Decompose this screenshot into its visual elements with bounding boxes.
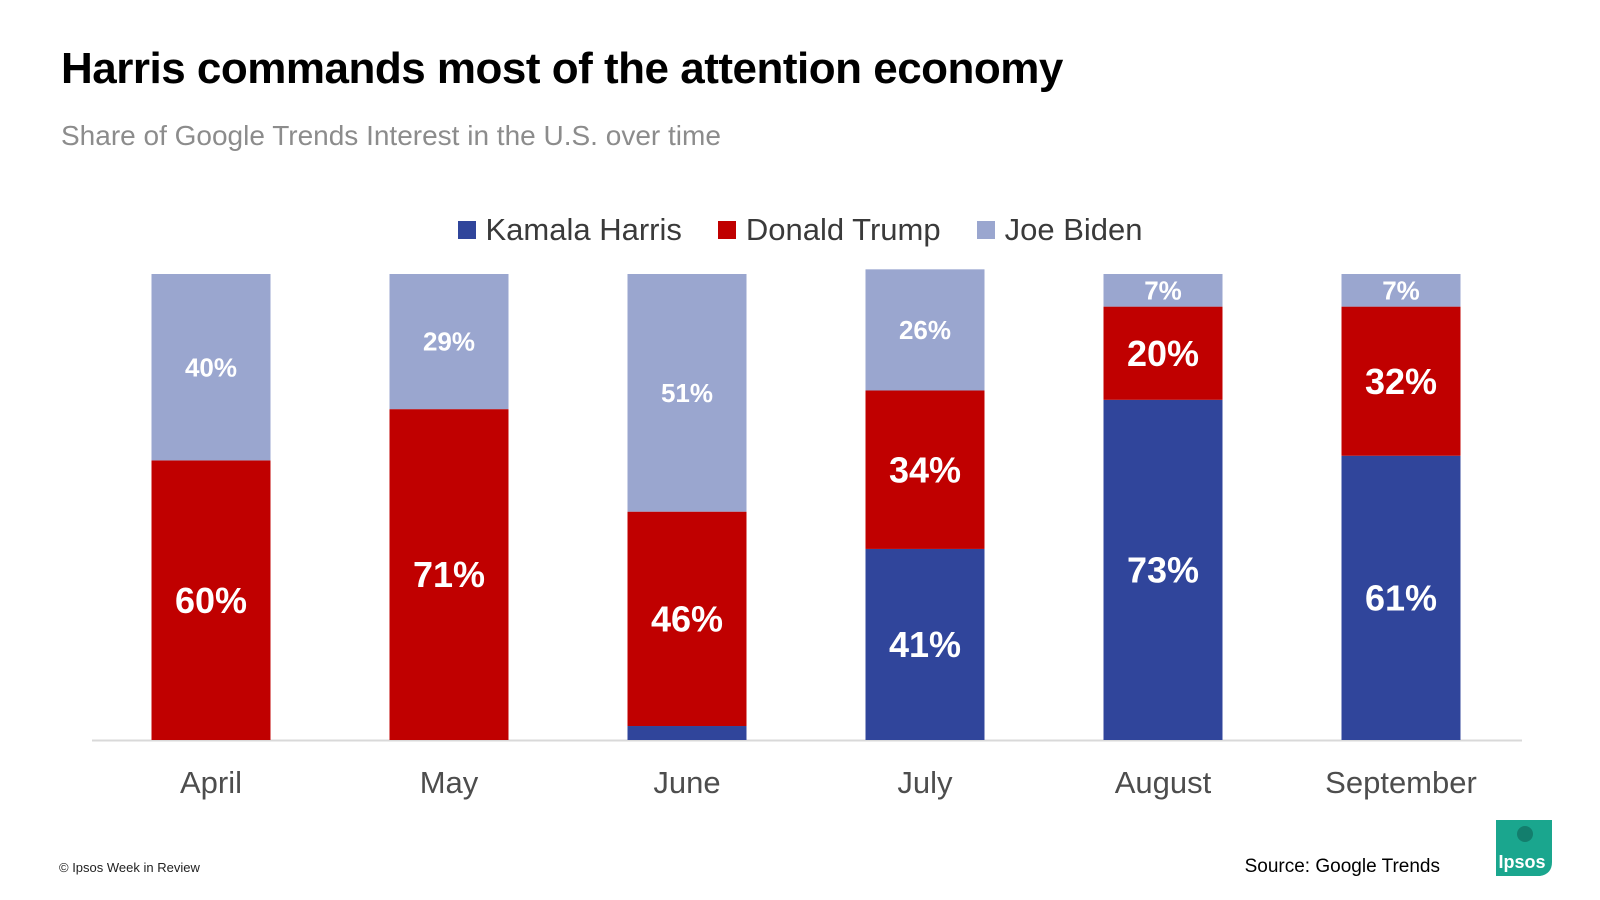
bar-segment-biden-august — [1103, 274, 1223, 307]
data-label-biden-september: 7% — [1382, 275, 1420, 305]
data-label-trump-april: 60% — [175, 580, 247, 621]
bar-segment-harris-june — [627, 726, 747, 740]
bar-segment-trump-april — [151, 460, 271, 740]
bar-segment-harris-july — [865, 548, 985, 740]
legend-swatch-biden — [976, 221, 995, 239]
data-label-biden-august: 7% — [1144, 275, 1182, 305]
bar-segment-biden-july — [865, 269, 985, 391]
data-label-trump-august: 20% — [1127, 333, 1199, 374]
data-label-biden-april: 40% — [185, 352, 237, 382]
bar-segment-trump-august — [1103, 306, 1223, 400]
legend-swatch-trump — [717, 221, 736, 239]
chart-title: Harris commands most of the attention ec… — [61, 44, 1063, 93]
x-tick-label-july: July — [897, 765, 953, 800]
legend-label-harris: Kamala Harris — [485, 212, 682, 247]
bar-segment-biden-april — [151, 274, 271, 461]
data-label-trump-june: 46% — [651, 598, 723, 639]
legend-label-trump: Donald Trump — [745, 212, 941, 247]
data-label-harris-july: 41% — [889, 624, 961, 665]
bar-segment-trump-june — [627, 511, 747, 727]
bar-segment-harris-august — [1103, 399, 1223, 740]
bar-segment-trump-september — [1341, 306, 1461, 456]
source-text: Source: Google Trends — [1244, 856, 1440, 877]
data-label-trump-may: 71% — [413, 554, 485, 595]
data-label-harris-september: 61% — [1365, 577, 1437, 618]
data-label-harris-august: 73% — [1127, 550, 1199, 591]
legend-item-harris: Kamala Harris — [457, 212, 682, 248]
ipsos-logo: Ipsos — [1496, 820, 1552, 876]
bar-segment-trump-may — [389, 409, 509, 740]
x-tick-label-september: September — [1325, 765, 1477, 800]
copyright-text: © Ipsos Week in Review — [59, 860, 200, 875]
x-tick-label-may: May — [420, 765, 479, 800]
data-label-trump-july: 34% — [889, 449, 961, 490]
data-label-biden-july: 26% — [899, 315, 951, 345]
bar-segment-biden-may — [389, 274, 509, 410]
x-tick-label-june: June — [653, 765, 720, 800]
logo-text: Ipsos — [1498, 852, 1545, 872]
x-tick-label-august: August — [1115, 765, 1212, 800]
chart-subtitle: Share of Google Trends Interest in the U… — [61, 120, 721, 151]
data-label-trump-september: 32% — [1365, 361, 1437, 402]
bar-segment-harris-september — [1341, 455, 1461, 740]
legend-swatch-harris — [457, 221, 476, 239]
bar-segment-biden-september — [1341, 274, 1461, 307]
legend-item-biden: Joe Biden — [976, 212, 1143, 248]
data-label-biden-may: 29% — [423, 327, 475, 357]
chart-legend: Kamala Harris Donald Trump Joe Biden — [0, 210, 1600, 250]
legend-label-biden: Joe Biden — [1004, 212, 1143, 247]
bar-segment-trump-july — [865, 390, 985, 549]
x-tick-label-april: April — [180, 765, 242, 800]
legend-item-trump: Donald Trump — [717, 212, 941, 248]
bar-segment-biden-june — [627, 274, 747, 512]
data-label-biden-june: 51% — [661, 378, 713, 408]
